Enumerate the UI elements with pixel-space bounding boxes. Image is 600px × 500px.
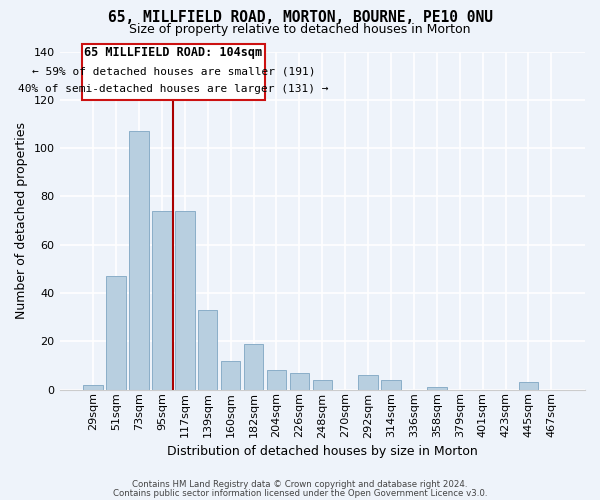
- Text: 65 MILLFIELD ROAD: 104sqm: 65 MILLFIELD ROAD: 104sqm: [84, 46, 262, 60]
- X-axis label: Distribution of detached houses by size in Morton: Distribution of detached houses by size …: [167, 444, 478, 458]
- Bar: [358, 375, 378, 390]
- Bar: [175, 211, 194, 390]
- Bar: [427, 387, 446, 390]
- Bar: [313, 380, 332, 390]
- Bar: [106, 276, 126, 390]
- Text: 40% of semi-detached houses are larger (131) →: 40% of semi-detached houses are larger (…: [18, 84, 329, 94]
- Bar: [381, 380, 401, 390]
- Bar: [244, 344, 263, 390]
- Bar: [519, 382, 538, 390]
- Text: ← 59% of detached houses are smaller (191): ← 59% of detached houses are smaller (19…: [32, 66, 315, 76]
- Bar: [198, 310, 217, 390]
- Bar: [129, 131, 149, 390]
- Bar: [83, 385, 103, 390]
- Bar: [267, 370, 286, 390]
- Bar: [152, 211, 172, 390]
- Text: Size of property relative to detached houses in Morton: Size of property relative to detached ho…: [129, 22, 471, 36]
- Text: Contains HM Land Registry data © Crown copyright and database right 2024.: Contains HM Land Registry data © Crown c…: [132, 480, 468, 489]
- Text: Contains public sector information licensed under the Open Government Licence v3: Contains public sector information licen…: [113, 489, 487, 498]
- Text: 65, MILLFIELD ROAD, MORTON, BOURNE, PE10 0NU: 65, MILLFIELD ROAD, MORTON, BOURNE, PE10…: [107, 10, 493, 25]
- Bar: [221, 360, 241, 390]
- Bar: [290, 372, 309, 390]
- Y-axis label: Number of detached properties: Number of detached properties: [15, 122, 28, 319]
